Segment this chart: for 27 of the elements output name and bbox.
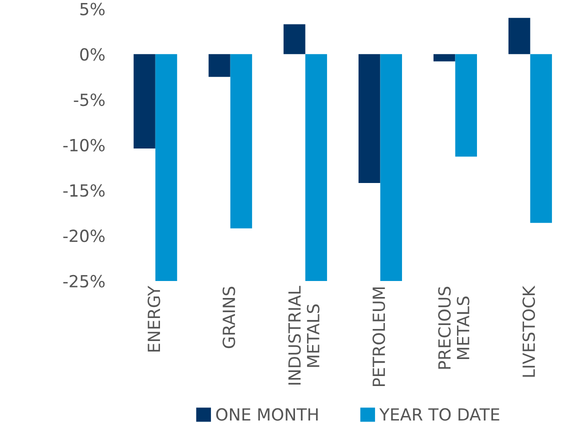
bar bbox=[208, 54, 230, 77]
x-tick-label: INDUSTRIAL METALS bbox=[288, 286, 320, 385]
legend-label: ONE MONTH bbox=[216, 408, 318, 421]
y-tick-label: -15% bbox=[63, 184, 105, 197]
bar bbox=[455, 54, 477, 157]
bar bbox=[155, 54, 178, 281]
bar bbox=[380, 54, 402, 281]
x-tick-label: GRAINS bbox=[222, 286, 236, 348]
bar bbox=[358, 54, 380, 183]
bar bbox=[508, 18, 530, 54]
y-tick-label: 0% bbox=[80, 48, 105, 61]
legend-label: YEAR TO DATE bbox=[379, 408, 500, 421]
bar bbox=[434, 54, 456, 62]
bar bbox=[530, 54, 552, 223]
y-tick-label: -20% bbox=[63, 230, 105, 242]
bar bbox=[284, 24, 306, 54]
bar bbox=[305, 54, 328, 281]
y-tick-label: -5% bbox=[74, 93, 105, 106]
y-tick-label: 5% bbox=[80, 2, 105, 16]
y-tick-label: -10% bbox=[63, 138, 105, 152]
x-tick-label: PRECIOUS METALS bbox=[438, 286, 470, 369]
bar bbox=[230, 54, 252, 228]
bar bbox=[134, 54, 156, 148]
x-tick-label: ENERGY bbox=[148, 286, 160, 352]
x-tick-label: LIVESTOCK bbox=[522, 285, 536, 377]
y-tick-label: -25% bbox=[63, 274, 105, 288]
x-tick-label: PETROLEUM bbox=[372, 287, 386, 386]
